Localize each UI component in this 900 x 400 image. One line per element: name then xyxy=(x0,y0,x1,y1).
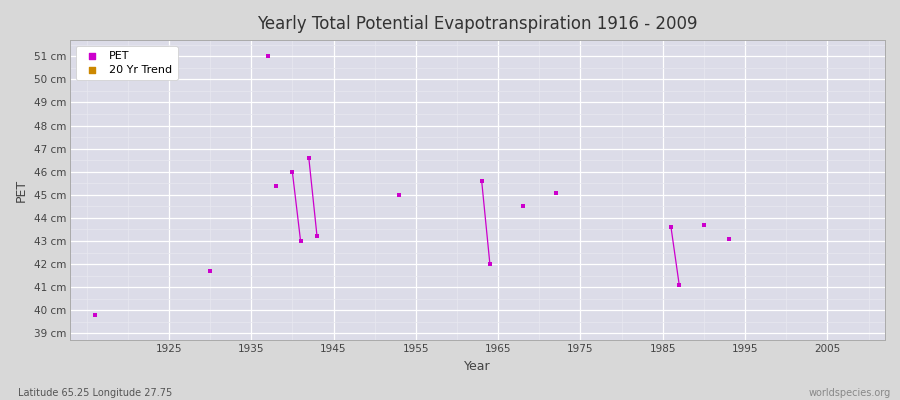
Point xyxy=(482,261,497,267)
Point xyxy=(722,236,736,242)
Point xyxy=(260,53,274,60)
Point xyxy=(87,312,102,318)
Point xyxy=(310,233,324,240)
Title: Yearly Total Potential Evapotranspiration 1916 - 2009: Yearly Total Potential Evapotranspiratio… xyxy=(257,15,698,33)
Point xyxy=(293,238,308,244)
Y-axis label: PET: PET xyxy=(15,179,28,202)
Point xyxy=(269,182,284,189)
Point xyxy=(285,168,300,175)
Point xyxy=(302,155,316,161)
Text: Latitude 65.25 Longitude 27.75: Latitude 65.25 Longitude 27.75 xyxy=(18,388,172,398)
Point xyxy=(697,222,711,228)
Point xyxy=(202,268,217,274)
X-axis label: Year: Year xyxy=(464,360,491,373)
Point xyxy=(672,282,687,288)
Point xyxy=(516,203,530,210)
Point xyxy=(474,178,489,184)
Text: worldspecies.org: worldspecies.org xyxy=(809,388,891,398)
Point xyxy=(548,189,562,196)
Point xyxy=(664,224,679,230)
Legend: PET, 20 Yr Trend: PET, 20 Yr Trend xyxy=(76,46,177,80)
Point xyxy=(392,192,407,198)
